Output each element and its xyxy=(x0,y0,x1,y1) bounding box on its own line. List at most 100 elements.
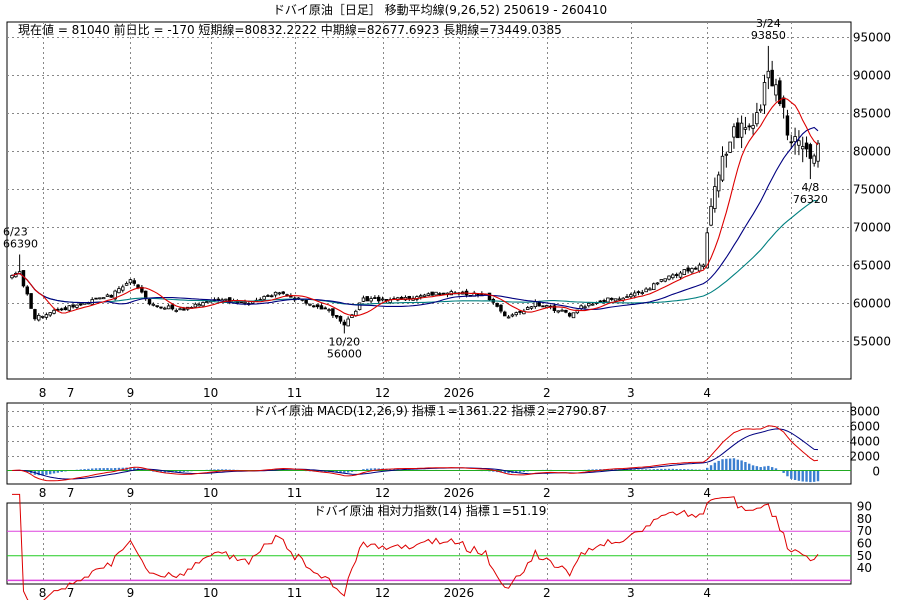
candle-body xyxy=(751,125,755,129)
annotation-value: 56000 xyxy=(327,347,362,360)
candle-body xyxy=(587,302,591,307)
candle-body xyxy=(37,314,41,321)
month-label: 2 xyxy=(543,586,551,600)
month-label: 2026 xyxy=(444,386,475,400)
annotation-value: 66390 xyxy=(3,238,38,251)
rsi-x-axis-labels: 7 8 9 10 11 12 2026 2 3 4 xyxy=(39,586,711,600)
price-gridlines xyxy=(7,22,851,379)
candle-body xyxy=(79,303,83,306)
price-panel: 7 8 9 10 11 12 2026 2 3 4 95000 90000 85000 80000 750… xyxy=(3,17,891,400)
annotation-date: 4/8 xyxy=(802,181,820,194)
macd-histogram-bar xyxy=(159,470,163,473)
candle-body xyxy=(598,300,602,303)
candle-body xyxy=(640,292,645,294)
macd-histogram-bar xyxy=(392,469,396,471)
month-label: 8 xyxy=(39,386,47,400)
macd-histogram-bar xyxy=(362,469,365,471)
candle-body xyxy=(762,82,767,106)
candle-body xyxy=(716,174,721,192)
candle-body xyxy=(426,293,431,296)
candle-body xyxy=(94,297,98,300)
macd-histogram-bar xyxy=(507,470,510,474)
macd-y-tick-label: 6000 xyxy=(849,420,880,434)
month-label: 3 xyxy=(627,386,635,400)
candle-body xyxy=(747,125,751,128)
candle-body xyxy=(499,304,503,312)
macd-histogram-bar xyxy=(740,460,743,471)
macd-histogram-bar xyxy=(98,468,102,471)
macd-histogram-bar xyxy=(335,470,338,473)
candle-body xyxy=(529,306,534,309)
candle-body xyxy=(755,112,759,125)
macd-histogram-bar xyxy=(94,468,98,471)
macd-histogram-bar xyxy=(725,458,728,471)
candle-body xyxy=(774,84,778,96)
macd-histogram-bar xyxy=(182,470,186,472)
candle-body xyxy=(21,270,26,287)
candle-body xyxy=(109,294,114,298)
month-label: 10 xyxy=(203,486,218,500)
candle-body xyxy=(338,315,343,322)
month-label: 8 xyxy=(39,586,47,600)
month-label: 4 xyxy=(703,386,711,400)
candle-body xyxy=(487,292,492,301)
macd-histogram-bar xyxy=(717,460,720,471)
macd-histogram-bar xyxy=(591,469,594,471)
macd-histogram-bar xyxy=(683,469,686,471)
macd-histogram-bar xyxy=(87,468,90,471)
candle-body xyxy=(430,291,434,296)
candle-body xyxy=(694,267,698,270)
price-summary: 現在値 = 81040 前日比 = -170 短期線=80832.2222 中期… xyxy=(18,22,562,37)
candle-body xyxy=(720,155,725,181)
macd-histogram-bar xyxy=(782,470,785,473)
macd-histogram-bar xyxy=(492,470,495,472)
candle-body xyxy=(571,312,576,319)
price-y-tick-label: 95000 xyxy=(853,31,891,45)
candle-body xyxy=(682,269,687,275)
month-label: 10 xyxy=(203,386,218,400)
candle-body xyxy=(63,307,68,311)
candle-body xyxy=(159,306,163,309)
candle-body xyxy=(636,291,641,294)
macd-histogram-bar xyxy=(83,469,86,471)
macd-histogram-bar xyxy=(102,468,105,471)
macd-histogram-bar xyxy=(37,470,40,476)
macd-histogram-bar xyxy=(767,465,770,471)
candle-body xyxy=(380,298,385,301)
candle-body xyxy=(308,303,312,306)
price-frame xyxy=(6,21,852,380)
macd-histogram-bar xyxy=(343,470,346,473)
candle-body xyxy=(743,127,748,130)
macd-histogram-bar xyxy=(56,470,60,473)
macd-histogram-bar xyxy=(320,470,323,472)
candle-body xyxy=(262,296,266,300)
rsi-y-tick-label: 40 xyxy=(857,561,872,575)
month-label: 2 xyxy=(543,386,551,400)
candle-body xyxy=(613,298,618,302)
candle-body xyxy=(350,314,354,319)
candle-body xyxy=(556,310,560,313)
candle-body xyxy=(376,296,381,302)
candle-body xyxy=(495,302,499,307)
macd-histogram-bar xyxy=(755,466,759,471)
macd-x-axis-labels: 7 8 9 10 11 12 2026 2 3 4 xyxy=(39,486,711,500)
macd-histogram-bar xyxy=(52,470,56,474)
candle-body xyxy=(506,316,511,319)
month-label: 11 xyxy=(287,586,302,600)
macd-histogram-bar xyxy=(106,468,109,471)
candle-body xyxy=(132,280,136,284)
candle-body xyxy=(690,268,694,273)
month-label: 3 xyxy=(627,586,635,600)
candle-body xyxy=(75,304,79,308)
candle-body xyxy=(174,310,178,312)
candle-body xyxy=(201,302,205,307)
candle-body xyxy=(105,294,110,297)
candle-body xyxy=(629,294,633,298)
candle-body xyxy=(113,290,117,300)
candlesticks xyxy=(10,45,820,334)
candle-body xyxy=(40,315,45,318)
month-label: 12 xyxy=(375,386,390,400)
candle-body xyxy=(178,308,182,311)
chart-title: ドバイ原油［日足］ 移動平均線(9,26,52) 250619 - 260410 xyxy=(273,2,607,17)
